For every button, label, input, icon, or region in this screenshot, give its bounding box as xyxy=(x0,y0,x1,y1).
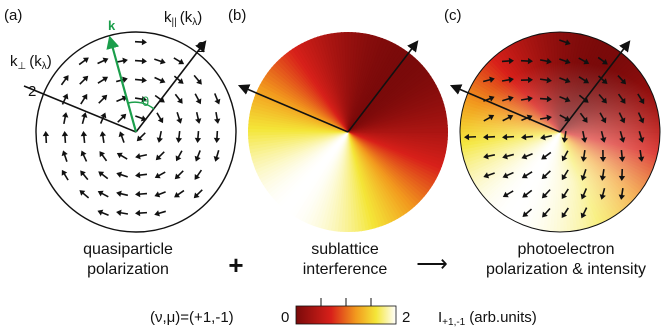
panel-a-letter: (a) xyxy=(4,7,22,24)
caption-c-line2: polarization & intensity xyxy=(486,261,646,278)
panel-a-k-parallel-tick: 2 xyxy=(197,39,205,56)
panel-c-letter: (c) xyxy=(444,7,462,24)
colorbar-prefix: (ν,μ)=(+1,-1) xyxy=(150,309,234,326)
panel-a-k-perp-axis xyxy=(23,85,137,133)
caption-c-line1: photoelectron xyxy=(518,241,615,258)
panel-a-theta-arc xyxy=(127,101,155,110)
panel-a-polarization-arrows xyxy=(42,38,221,217)
panel-b-k-perp-axis xyxy=(237,84,349,133)
colorbar-label: I+1,-1 (arb.units) xyxy=(438,309,537,328)
panel-c-k-perp-axis xyxy=(449,84,561,133)
panel-a-k-vector-label: k xyxy=(108,18,116,33)
panel-b-interference-disk xyxy=(248,32,448,232)
panel-a-k-perp-label: k⊥ (kλ) xyxy=(10,53,52,72)
plus-operator: + xyxy=(228,250,243,280)
panel-a-k-perp-tick: 2 xyxy=(28,83,36,100)
panel-a-k-vector xyxy=(106,35,138,133)
colorbar xyxy=(295,305,397,325)
panel-a-theta-label: θ xyxy=(142,94,149,109)
colorbar-max: 2 xyxy=(402,309,410,326)
caption-b-line2: interference xyxy=(303,261,388,278)
panel-c-polarization-arrows xyxy=(464,39,645,219)
panel-c-intensity-disk xyxy=(460,32,660,232)
colorbar-ticks xyxy=(320,298,372,306)
panel-a-k-parallel-axis xyxy=(135,40,207,133)
caption-a-line2: polarization xyxy=(87,261,169,278)
panel-c-k-parallel-axis xyxy=(559,40,631,133)
caption-b-line1: sublattice xyxy=(311,241,379,258)
panel-a-k-parallel-label: k|| (kλ) xyxy=(164,9,202,28)
arrow-operator: ⟶ xyxy=(416,251,448,276)
caption-a-line1: quasiparticle xyxy=(83,241,173,258)
colorbar-min: 0 xyxy=(281,309,289,326)
panel-b-k-parallel-axis xyxy=(347,40,419,133)
panel-b-letter: (b) xyxy=(228,7,246,24)
